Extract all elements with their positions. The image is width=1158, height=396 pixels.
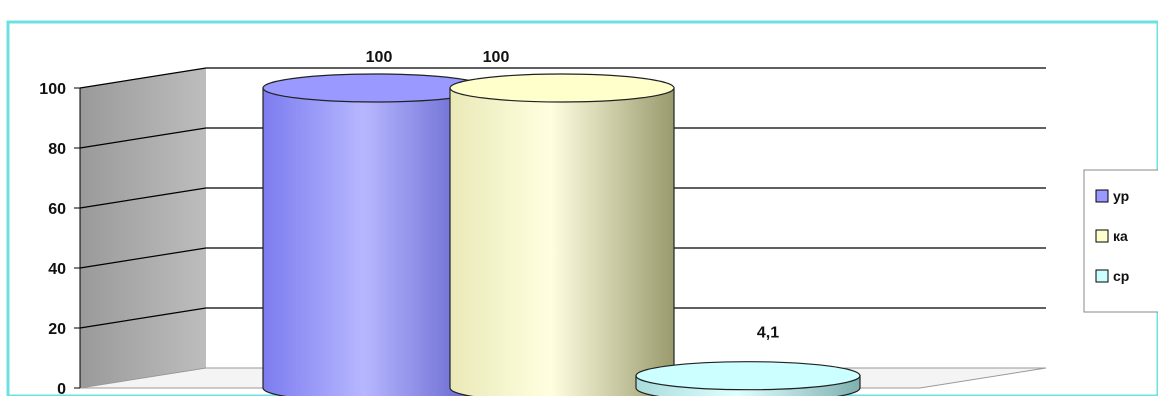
- side-gridline: [79, 307, 207, 329]
- y-tick-label: 0: [57, 381, 66, 396]
- legend-swatch: [1095, 229, 1109, 243]
- legend-entry: ка: [1113, 228, 1128, 244]
- cylinders: [262, 73, 861, 396]
- cylinder-body: [449, 87, 675, 396]
- cylinder-top: [449, 73, 675, 103]
- y-axis: 0 20 40 60 80 100: [39, 81, 81, 396]
- y-tick-label: 100: [39, 81, 66, 98]
- side-gridline: [79, 67, 207, 89]
- y-tick-label: 60: [48, 201, 66, 218]
- cylinder: [262, 73, 488, 396]
- cylinder: [449, 73, 675, 396]
- legend-swatch: [1095, 189, 1109, 203]
- cylinder-top: [635, 361, 861, 391]
- y-tick-label: 20: [48, 321, 66, 338]
- side-wall: [80, 68, 206, 388]
- legend-entry: ср: [1113, 268, 1129, 284]
- data-labels: 100 100 4,1: [366, 49, 780, 342]
- data-label: 100: [366, 49, 393, 66]
- side-gridline: [79, 127, 207, 149]
- y-tick-label: 80: [48, 141, 66, 158]
- data-label: 4,1: [757, 325, 779, 342]
- legend: ур ка ср: [1083, 169, 1158, 313]
- data-label: 100: [483, 49, 510, 66]
- side-gridline: [79, 187, 207, 209]
- legend-entry: ур: [1113, 188, 1129, 204]
- side-gridline: [79, 247, 207, 269]
- cylinder: [635, 361, 861, 396]
- y-tick-label: 40: [48, 261, 66, 278]
- legend-swatch: [1095, 269, 1109, 283]
